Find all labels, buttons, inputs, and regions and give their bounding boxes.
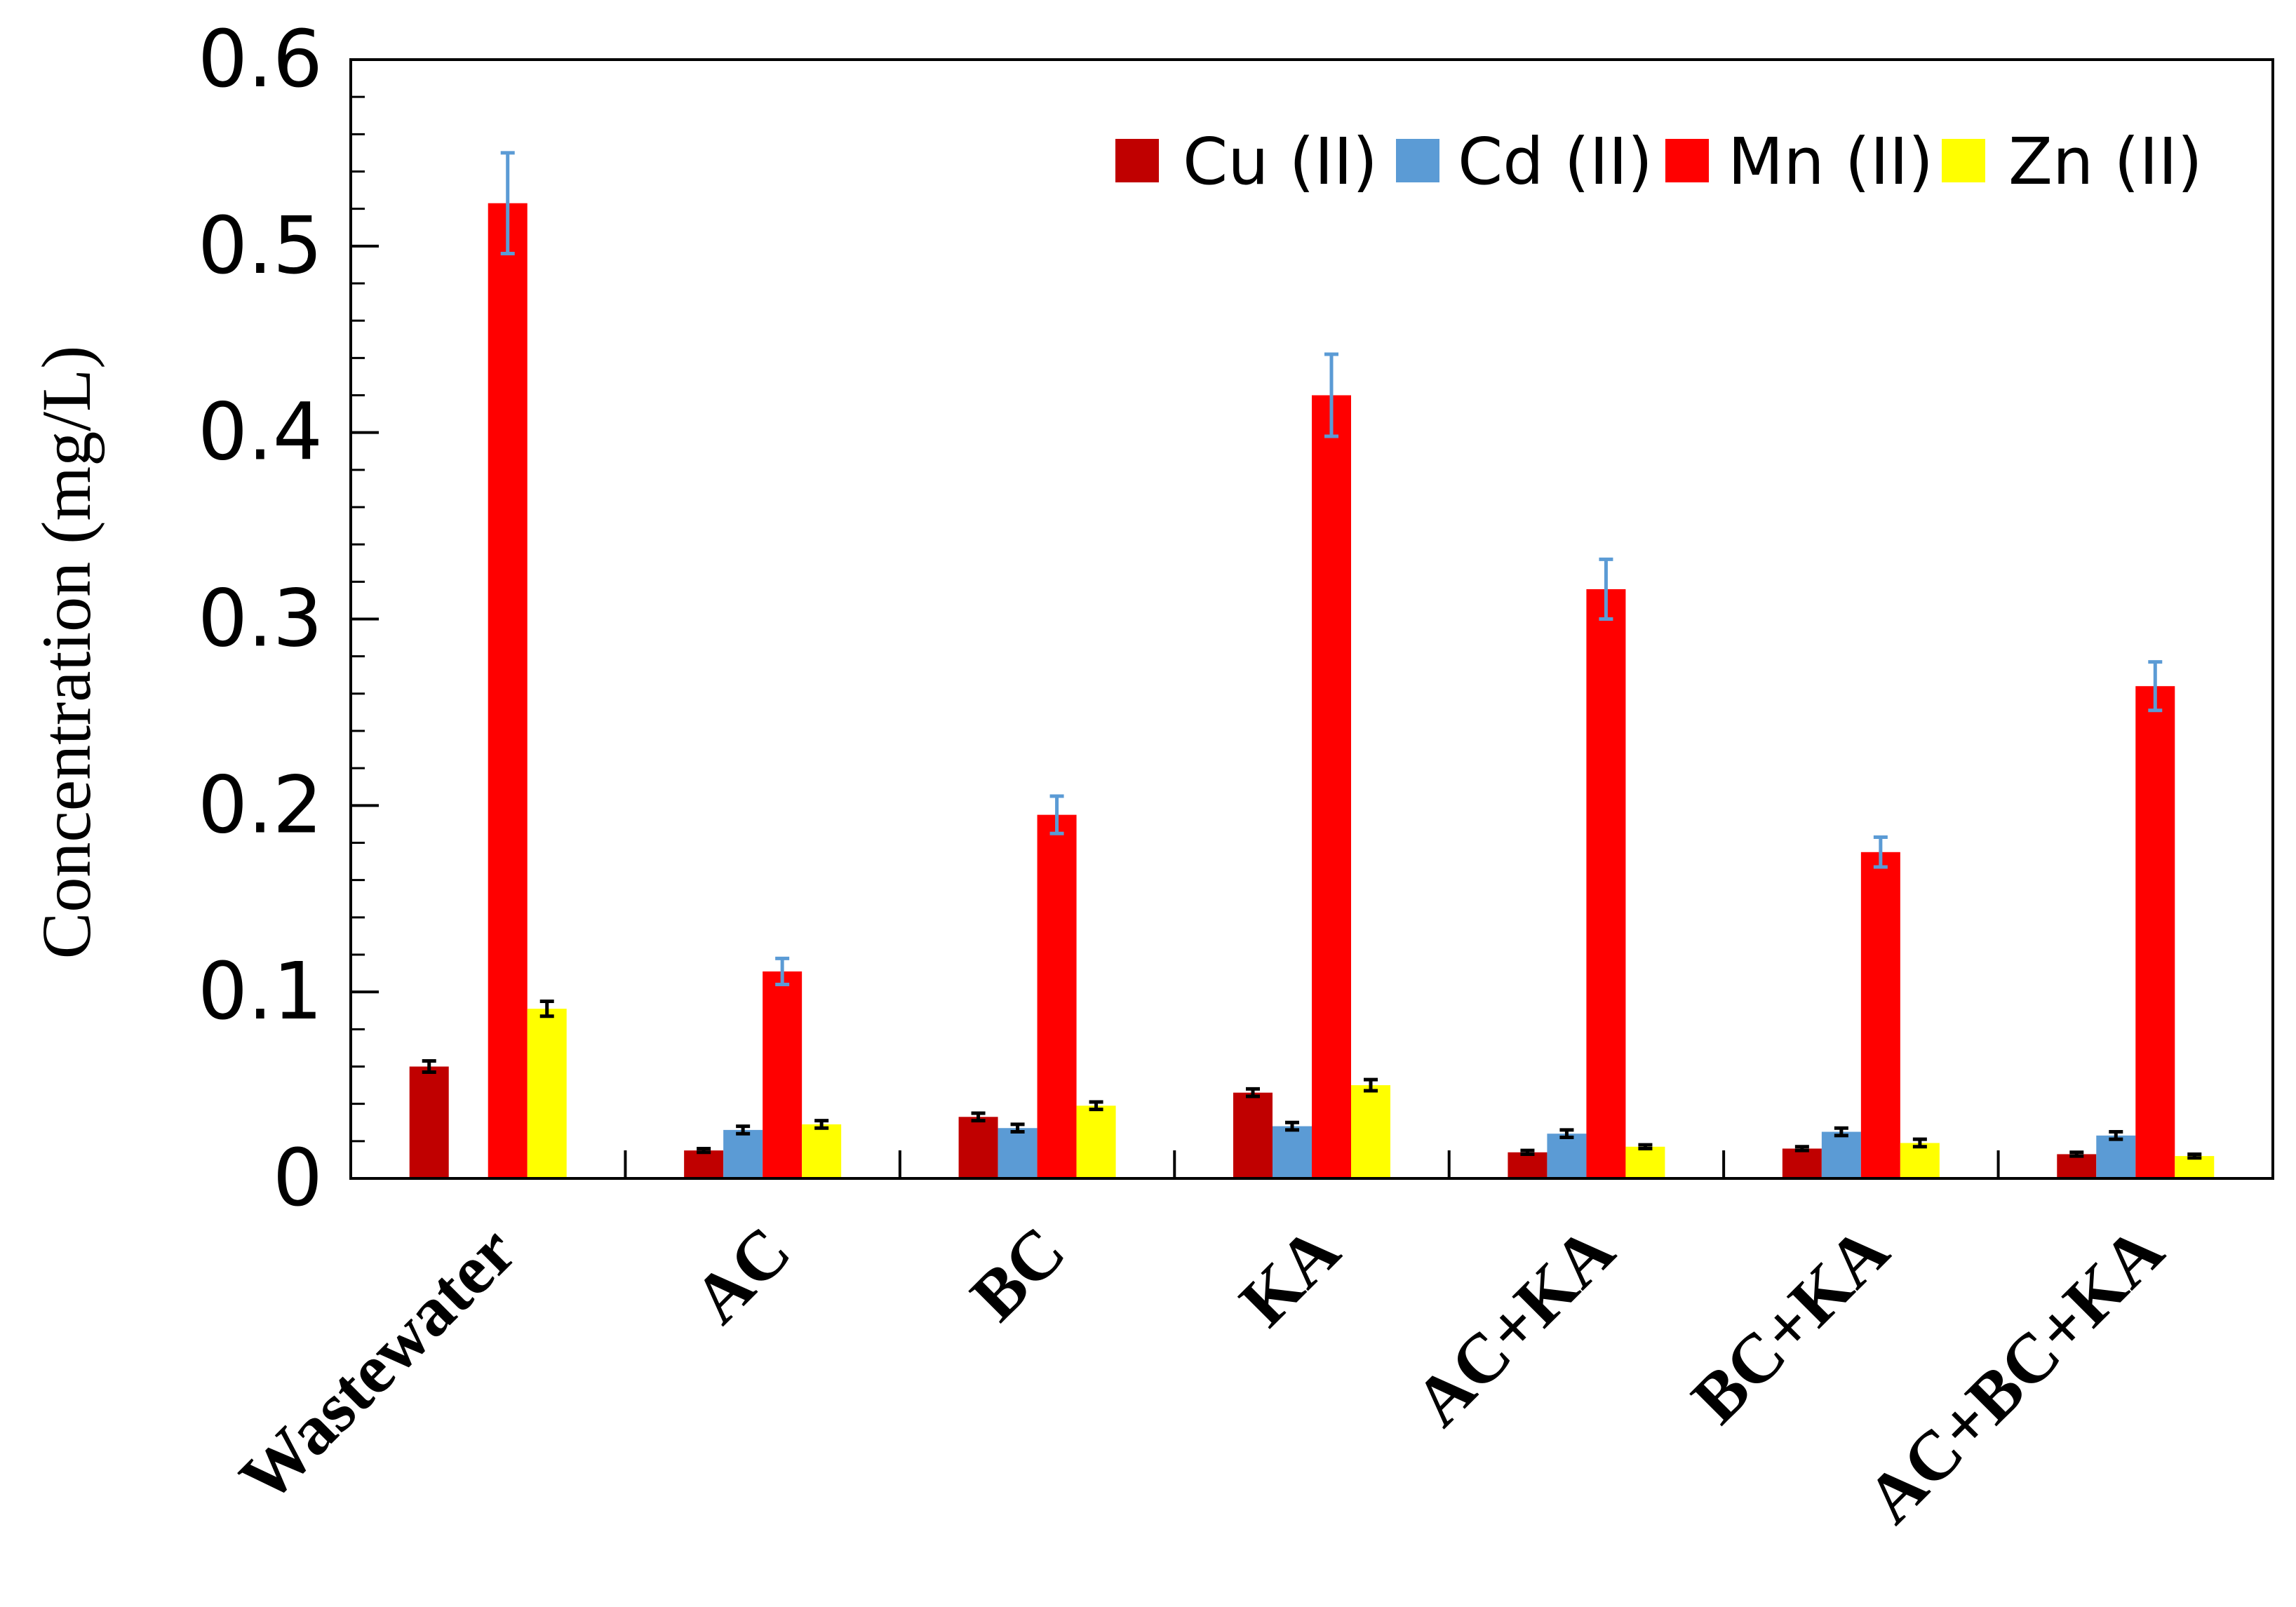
bar-mn-ii-0 [488,203,528,1179]
bar-cd-ii-4 [1547,1134,1587,1178]
bar-mn-ii-1 [763,971,803,1178]
error-bar-1-1 [736,1124,751,1136]
legend-label: Cu (II) [1183,124,1378,199]
error-bar-2-2 [1049,794,1064,835]
bar-mn-ii-5 [1860,852,1900,1178]
bar-cu-ii-2 [958,1117,998,1178]
bar-cd-ii-1 [723,1129,763,1178]
bar-mn-ii-3 [1312,395,1351,1178]
bars-layer [409,151,2215,1179]
legend-swatch [1665,139,1709,182]
bar-cu-ii-6 [2057,1154,2097,1178]
bar-cu-ii-5 [1782,1148,1822,1178]
x-tick-label: KA [1225,1211,1355,1341]
error-bar-0-6 [2069,1150,2084,1158]
error-bar-0-4 [1520,1148,1535,1156]
bar-zn-ii-2 [1076,1105,1116,1178]
error-bar-1-5 [1834,1126,1848,1138]
y-tick-label: 0.5 [198,201,323,292]
error-bar-2-0 [500,151,515,255]
error-bar-3-2 [1089,1100,1103,1112]
bar-mn-ii-4 [1586,589,1626,1178]
error-bar-0-5 [1794,1145,1809,1152]
error-bar-1-6 [2109,1130,2123,1141]
error-bar-3-0 [539,999,554,1018]
error-bar-3-3 [1364,1077,1378,1093]
error-bar-3-4 [1638,1143,1653,1150]
y-tick-label: 0 [273,1133,323,1224]
error-bar-0-0 [422,1059,436,1074]
error-bar-2-5 [1873,835,1888,869]
legend-swatch [1942,139,1985,182]
x-tick-label: AC [678,1211,805,1338]
legend-item: Cd (II) [1396,124,1653,199]
bar-zn-ii-6 [2175,1156,2215,1178]
legend-item: Cu (II) [1115,124,1378,199]
legend-label: Mn (II) [1728,124,1933,199]
error-bar-1-3 [1285,1120,1299,1132]
bar-zn-ii-4 [1625,1146,1665,1178]
x-tick-label: Wastewater [224,1211,530,1517]
bar-mn-ii-2 [1037,814,1077,1178]
error-bar-2-6 [2148,660,2163,713]
error-bar-3-6 [2187,1152,2202,1160]
x-tick-label: BC [955,1211,1080,1336]
legend-label: Zn (II) [2008,124,2203,199]
bar-zn-ii-3 [1351,1085,1390,1178]
bar-cd-ii-6 [2096,1135,2136,1178]
bar-cu-ii-1 [684,1150,724,1178]
error-bar-3-5 [1912,1137,1927,1149]
legend-item: Mn (II) [1665,124,1933,199]
y-axis-label: Concentration (mg/L) [27,346,105,960]
legend-swatch [1115,139,1159,182]
bar-cd-ii-3 [1273,1126,1312,1178]
legend-label: Cd (II) [1458,124,1653,199]
error-bar-0-2 [971,1111,986,1123]
y-tick-label: 0.2 [198,760,323,851]
error-bar-2-4 [1599,557,1613,621]
error-bar-2-1 [775,956,790,987]
error-bar-1-2 [1010,1122,1025,1134]
y-tick-label: 0.1 [198,946,323,1037]
bar-mn-ii-6 [2135,686,2175,1178]
bar-cd-ii-5 [1821,1131,1861,1178]
legend: Cu (II) Cd (II) Mn (II) Zn (II) [1115,124,2203,199]
legend-item: Zn (II) [1942,124,2203,199]
bar-zn-ii-0 [527,1009,567,1178]
bar-cu-ii-4 [1508,1152,1548,1178]
x-tick-label: AC+BC+KA [1851,1211,2178,1538]
error-bar-0-3 [1246,1087,1260,1098]
error-bar-1-4 [1559,1128,1574,1140]
error-bar-3-1 [814,1119,829,1130]
x-tick-label: BC+KA [1677,1211,1903,1438]
x-tick-label: AC+KA [1399,1211,1629,1441]
legend-swatch [1396,139,1439,182]
y-tick-label: 0.3 [198,574,323,665]
y-tick-label: 0.6 [198,14,323,105]
y-tick-label: 0.4 [198,387,323,478]
bar-cu-ii-3 [1233,1092,1273,1178]
error-bar-2-3 [1324,352,1338,438]
bar-zn-ii-1 [802,1124,842,1178]
bar-cu-ii-0 [409,1066,449,1178]
bar-zn-ii-5 [1900,1143,1940,1178]
bar-cd-ii-2 [998,1128,1038,1178]
error-bar-0-1 [697,1146,711,1155]
